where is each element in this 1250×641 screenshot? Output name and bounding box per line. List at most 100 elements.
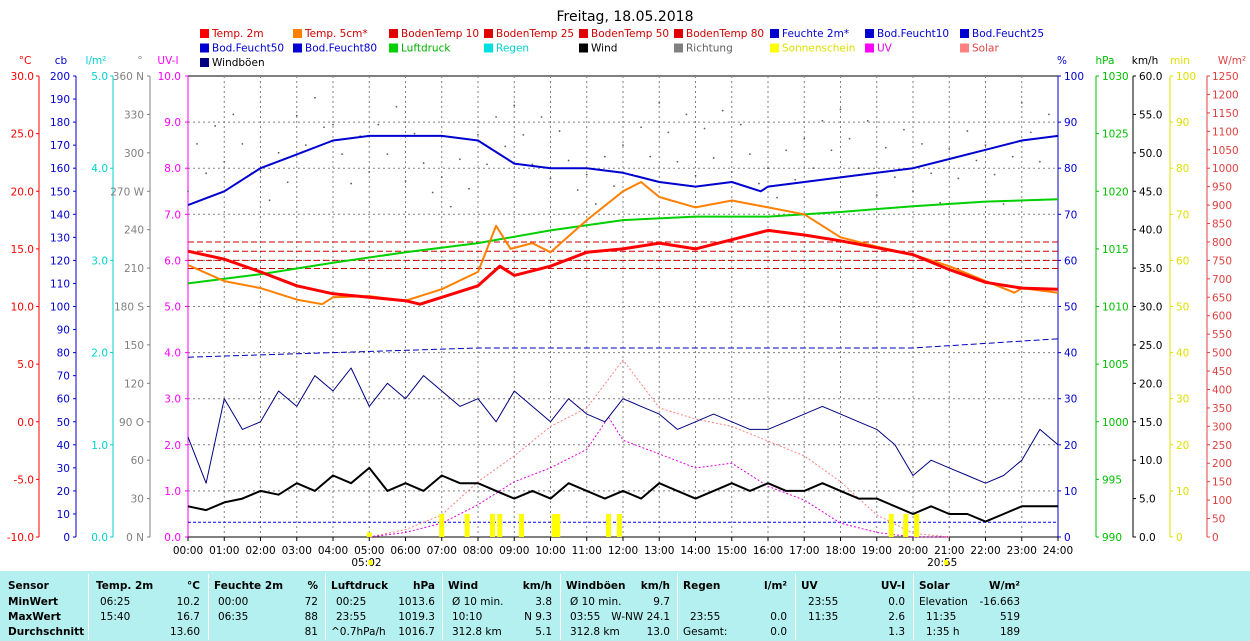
legend-label: Feuchte 2m* bbox=[782, 28, 849, 40]
solar-line bbox=[369, 359, 950, 538]
min-temp-time: 06:25 bbox=[100, 596, 131, 608]
left-axis-tick-label: 30 bbox=[131, 494, 144, 506]
right-axis-tick-label: 700 bbox=[1212, 274, 1232, 286]
x-axis-tick-label: 20:00 bbox=[898, 545, 928, 557]
direction-dot bbox=[585, 173, 588, 176]
x-axis-tick-label: 17:00 bbox=[789, 545, 819, 557]
direction-dot bbox=[268, 199, 271, 202]
left-axis-tick-label: 70 bbox=[57, 371, 70, 383]
right-axis-tick-label: 550 bbox=[1212, 329, 1232, 341]
direction-dot bbox=[948, 148, 951, 150]
legend-swatch bbox=[960, 43, 969, 53]
right-axis-tick-label: 1000 bbox=[1102, 417, 1129, 429]
right-axis-tick-label: 950 bbox=[1212, 182, 1232, 194]
min-pressure-time: 00:25 bbox=[336, 596, 367, 608]
direction-dot bbox=[748, 153, 751, 156]
header-rain: Regen bbox=[683, 580, 721, 592]
legend-label: Windböen bbox=[212, 57, 265, 69]
right-axis-tick-label: 400 bbox=[1212, 384, 1232, 396]
legend-swatch bbox=[865, 43, 874, 53]
total-rain-value: 0.0 bbox=[770, 626, 787, 638]
legend-label: Luftdruck bbox=[401, 43, 451, 55]
direction-dot bbox=[930, 172, 933, 175]
right-axis-tick-label: 100 bbox=[1176, 71, 1196, 83]
legend-swatch bbox=[579, 43, 588, 53]
direction-dot bbox=[821, 119, 824, 122]
direction-dot bbox=[187, 190, 189, 193]
avg-wind-info: 312.8 km bbox=[452, 626, 502, 638]
header-solar-unit: W/m² bbox=[989, 580, 1020, 592]
max-rain-value: 0.0 bbox=[770, 611, 787, 623]
right-axis-tick-label: 40 bbox=[1064, 348, 1077, 360]
min-gust-value: 9.7 bbox=[653, 596, 670, 608]
direction-dot bbox=[495, 116, 498, 118]
right-axis-tick-label: 0 bbox=[1176, 532, 1183, 544]
left-axis-tick-label: 300 bbox=[124, 148, 144, 160]
direction-dot bbox=[767, 167, 769, 170]
left-axis-tick-label: 8.0 bbox=[164, 163, 181, 175]
min-pressure-value: 1013.6 bbox=[398, 596, 435, 608]
column-separator bbox=[560, 574, 561, 640]
right-axis-tick-label: 60 bbox=[1176, 255, 1189, 267]
left-axis-tick-label: 40 bbox=[57, 440, 70, 452]
legend-swatch bbox=[293, 43, 302, 53]
right-axis-tick-label: 10 bbox=[1064, 486, 1077, 498]
x-axis-tick-label: 12:00 bbox=[608, 545, 638, 557]
left-axis-title: cb bbox=[55, 55, 68, 67]
left-axis-tick-label: 5.0 bbox=[164, 302, 181, 314]
direction-dot bbox=[975, 159, 978, 162]
legend-label: Sonnenschein bbox=[782, 43, 855, 55]
total-rain-label: Gesamt: bbox=[683, 626, 728, 638]
x-axis-tick-label: 01:00 bbox=[209, 545, 239, 557]
min-wind-value: 3.8 bbox=[535, 596, 552, 608]
min-uv-value: 0.0 bbox=[888, 596, 905, 608]
right-axis-tick-label: 90 bbox=[1064, 117, 1077, 129]
direction-dot bbox=[440, 176, 443, 179]
right-axis-tick-label: 200 bbox=[1212, 458, 1232, 470]
direction-dot bbox=[794, 178, 797, 181]
left-axis-tick-label: 4.0 bbox=[91, 163, 108, 175]
direction-dot bbox=[1011, 155, 1014, 158]
direction-dot bbox=[1020, 101, 1023, 104]
legend-swatch bbox=[579, 29, 588, 38]
right-axis-tick-label: 995 bbox=[1102, 474, 1122, 486]
column-separator bbox=[208, 574, 209, 640]
right-axis-tick-label: 10 bbox=[1176, 486, 1189, 498]
right-axis-tick-label: 600 bbox=[1212, 311, 1232, 323]
column-separator bbox=[325, 574, 326, 640]
direction-dot bbox=[386, 153, 389, 156]
x-axis-tick-label: 16:00 bbox=[753, 545, 783, 557]
direction-dot bbox=[893, 176, 896, 179]
weather-chart: Freitag, 18.05.2018 Temp. 2m Temp. 5cm* Bod… bbox=[7, 9, 1246, 569]
direction-dot bbox=[241, 142, 244, 145]
wind-gust-line bbox=[187, 367, 1059, 484]
sunshine-bar bbox=[616, 513, 622, 537]
direction-dot bbox=[468, 187, 470, 190]
direction-dot bbox=[223, 160, 226, 163]
legend-swatch bbox=[484, 43, 493, 53]
header-solar: Solar bbox=[919, 580, 950, 592]
left-axis-tick-label: -5.0 bbox=[14, 474, 35, 486]
direction-dot bbox=[984, 144, 987, 147]
direction-dot bbox=[912, 190, 914, 193]
legend-swatch bbox=[865, 29, 874, 38]
right-axis-tick-label: 50 bbox=[1064, 302, 1077, 314]
max-solar-info: 11:35 bbox=[926, 611, 957, 623]
direction-dot bbox=[812, 167, 815, 170]
direction-dot bbox=[576, 189, 579, 191]
legend-swatch bbox=[389, 29, 398, 38]
direction-dot bbox=[1002, 203, 1005, 205]
legend-label: Bod.Feucht10 bbox=[877, 28, 949, 40]
right-axis-tick-label: 450 bbox=[1212, 366, 1232, 378]
left-axis-tick-label: 110 bbox=[50, 278, 70, 290]
right-axis-tick-label: 50 bbox=[1176, 302, 1189, 314]
legend-swatch bbox=[200, 43, 209, 53]
legend-swatch bbox=[770, 29, 779, 38]
left-axis-tick-label: 5.0 bbox=[17, 359, 34, 371]
sunshine-bar bbox=[366, 532, 372, 537]
air-pressure-line bbox=[187, 198, 1059, 285]
left-axis-title: l/m² bbox=[86, 55, 107, 67]
direction-dot bbox=[332, 123, 334, 126]
x-axis-tick-label: 02:00 bbox=[245, 545, 275, 557]
x-axis-tick-label: 08:00 bbox=[463, 545, 493, 557]
